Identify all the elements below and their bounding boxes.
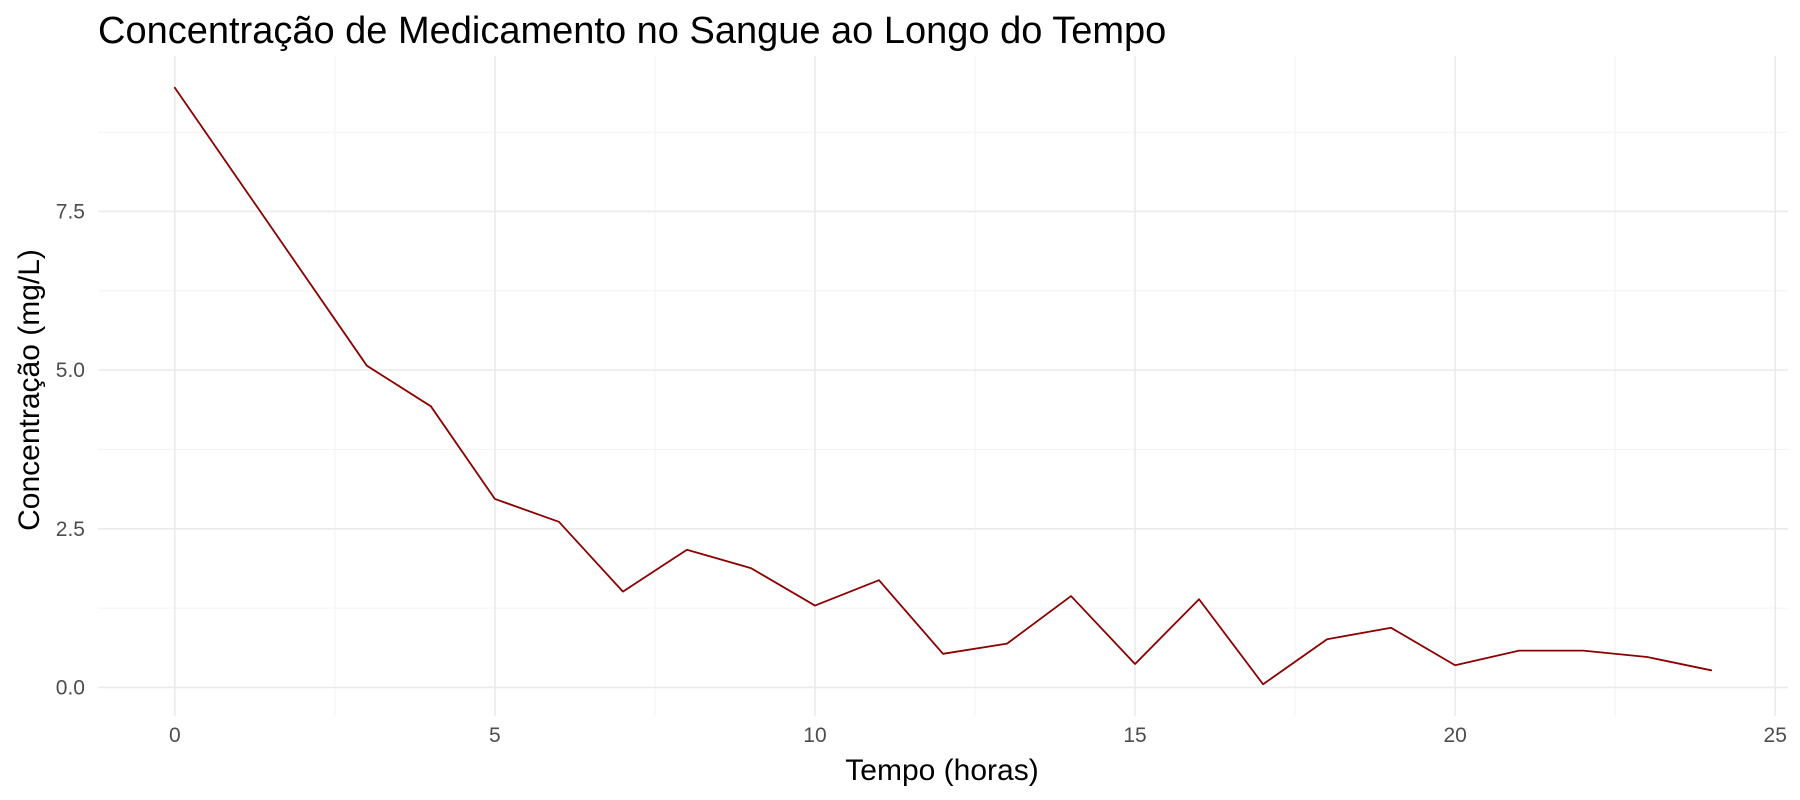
series-lines xyxy=(173,86,1713,686)
x-tick-label: 20 xyxy=(1443,724,1466,747)
x-tick-label: 5 xyxy=(489,724,501,747)
y-tick-label: 7.5 xyxy=(56,200,85,223)
chart-title: Concentração de Medicamento no Sangue ao… xyxy=(98,10,1166,52)
y-axis-tick-labels: 0.0 2.5 5.0 7.5 xyxy=(56,200,85,699)
major-gridlines xyxy=(98,56,1788,716)
x-axis-tick-labels: 0 5 10 15 20 25 xyxy=(169,724,1787,747)
concentration-line xyxy=(173,86,1713,686)
minor-gridlines xyxy=(98,56,1788,716)
x-tick-label: 0 xyxy=(169,724,181,747)
x-axis-title: Tempo (horas) xyxy=(845,754,1038,787)
y-tick-label: 2.5 xyxy=(56,518,85,541)
x-tick-label: 25 xyxy=(1764,724,1787,747)
y-tick-label: 5.0 xyxy=(56,359,85,382)
y-tick-label: 0.0 xyxy=(56,676,85,699)
x-tick-label: 10 xyxy=(803,724,826,747)
x-tick-label: 15 xyxy=(1123,724,1146,747)
y-axis-title: Concentração (mg/L) xyxy=(13,249,46,531)
